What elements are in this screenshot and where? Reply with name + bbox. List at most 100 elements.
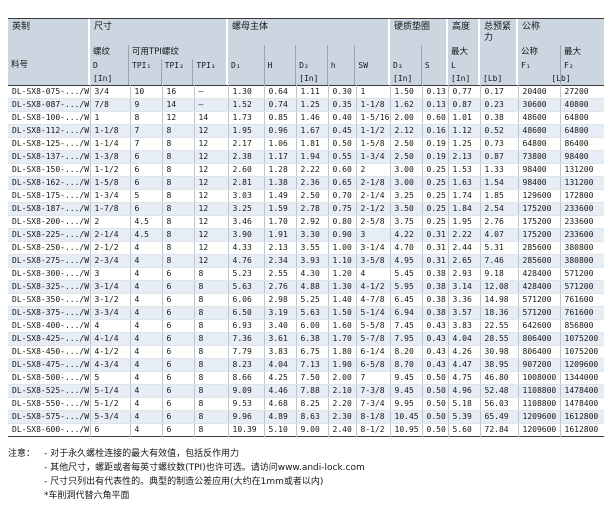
col-header-tpi1: TPI₁ [132,61,152,70]
cell-preload: 65.49 [479,410,518,424]
cell-thread-d: 1-1/8 [89,124,130,138]
cell-f1: 73800 [517,150,560,164]
cell-h: 0.30 [327,85,356,99]
cell-tpi2: 8 [161,228,194,242]
cell-h: 1.90 [327,358,356,372]
cell-part-no: DL-SX8-575-.../W [8,410,90,424]
cell-tpi3: 8 [193,332,228,346]
cell-part-no: DL-SX8-112-.../W [8,124,90,138]
cell-d2: 4.88 [295,280,328,294]
cell-f1: 64800 [517,137,560,151]
cell-d3: 3.75 [389,215,422,229]
cell-d2: 3.30 [295,228,328,242]
cell-f2: 233600 [559,228,604,242]
cell-d1: 3.90 [227,228,264,242]
cell-preload: 52.48 [479,384,518,398]
cell-f1: 806400 [517,332,560,346]
cell-tpi2: 6 [161,345,194,359]
table-row: DL-SX8-200-.../W 2 4.5 8 12 3.46 1.70 2.92 0.80 2… [8,215,604,229]
cell-f1: 175200 [517,228,560,242]
cell-h: 1.40 [327,293,356,307]
cell-part-no: DL-SX8-300-.../W [8,267,90,281]
cell-s: 0.19 [421,137,448,151]
cell-f2: 571200 [559,267,604,281]
cell-thread-d: 4-1/4 [89,332,130,346]
note-line: *车削洞代替六角平面 [44,491,130,501]
cell-h: 2.40 [327,423,356,437]
cell-d1: 8.66 [227,371,264,385]
col-header-d: D [93,61,98,70]
cell-d3: 9.95 [389,397,422,411]
cell-tpi1: 5 [129,189,162,203]
cell-f2: 172800 [559,189,604,203]
cell-l-max: 3.36 [447,293,480,307]
col-header-max-l: 最大 [451,47,469,57]
cell-h-height: 0.85 [263,111,296,125]
cell-tpi2: 8 [161,176,194,190]
cell-d2: 2.78 [295,202,328,216]
cell-tpi3: 12 [193,124,228,138]
cell-s: 0.25 [421,215,448,229]
cell-h-height: 3.83 [263,345,296,359]
cell-preload: 0.17 [479,85,518,99]
cell-s: 0.60 [421,111,448,125]
cell-d3: 3.00 [389,163,422,177]
cell-tpi3: 8 [193,267,228,281]
cell-d1: 10.39 [227,423,264,437]
cell-h: 1.60 [327,319,356,333]
cell-tpi1: 9 [129,98,162,112]
cell-h-height: 1.38 [263,176,296,190]
cell-h-height: 1.91 [263,228,296,242]
cell-d2: 2.50 [295,189,328,203]
cell-s: 0.50 [421,371,448,385]
cell-f1: 1209600 [517,423,560,437]
cell-tpi2: 6 [161,410,194,424]
cell-l-max: 0.87 [447,98,480,112]
cell-f1: 285600 [517,241,560,255]
cell-f2: 27200 [559,85,604,99]
cell-h-height: 5.10 [263,423,296,437]
cell-d3: 2.50 [389,150,422,164]
cell-l-max: 2.93 [447,267,480,281]
cell-f1: 48600 [517,111,560,125]
col-header-l: L [451,61,456,70]
cell-sw: 1-5/16 [355,111,390,125]
cell-l-max: 2.13 [447,150,480,164]
cell-d3: 3.50 [389,202,422,216]
cell-thread-d: 2-1/4 [89,228,130,242]
unit-in-d: [In] [93,74,113,83]
cell-thread-d: 7/8 [89,98,130,112]
cell-tpi3: 8 [193,293,228,307]
cell-d1: 2.17 [227,137,264,151]
cell-d3: 4.70 [389,241,422,255]
col-header-tpi3: TPI₃ [196,61,216,70]
cell-h: 0.35 [327,98,356,112]
cell-tpi3: 8 [193,371,228,385]
cell-f2: 761600 [559,293,604,307]
col-header-max-sub: 最大 [564,47,582,57]
table-row: DL-SX8-300-.../W 3 4 6 8 5.23 2.55 4.30 1.20 4 5.4… [8,267,604,281]
unit-in-nut-body: [In] [299,74,319,83]
cell-s: 0.13 [421,98,448,112]
cell-l-max: 5.18 [447,397,480,411]
cell-preload: 46.80 [479,371,518,385]
cell-f2: 1209600 [559,358,604,372]
cell-preload: 12.08 [479,280,518,294]
cell-f2: 233600 [559,215,604,229]
cell-preload: 0.73 [479,137,518,151]
cell-sw: 1-1/2 [355,124,390,138]
cell-d1: 2.60 [227,163,264,177]
cell-sw: 3 [355,228,390,242]
col-header-h: h [330,61,336,70]
cell-tpi3: 8 [193,280,228,294]
col-header-thread: 螺纹 [93,47,111,57]
cell-f2: 380800 [559,241,604,255]
cell-tpi2: 8 [161,215,194,229]
cell-thread-d: 3-1/2 [89,293,130,307]
cell-thread-d: 6 [89,423,130,437]
cell-h-height: 3.19 [263,306,296,320]
cell-s: 0.31 [421,228,448,242]
group-label-preload: 总预紧力 [484,22,512,43]
cell-tpi1: 6 [129,202,162,216]
cell-d2: 3.93 [295,254,328,268]
